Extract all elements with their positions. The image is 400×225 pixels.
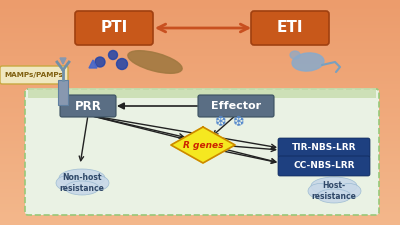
Ellipse shape [337, 184, 361, 198]
Bar [28, 88, 376, 98]
Text: ❆: ❆ [232, 115, 244, 129]
Ellipse shape [59, 169, 105, 187]
Ellipse shape [317, 189, 351, 203]
Bar [58, 80, 68, 105]
Ellipse shape [308, 184, 332, 198]
FancyBboxPatch shape [198, 95, 274, 117]
FancyBboxPatch shape [25, 89, 379, 215]
Text: PRR: PRR [74, 99, 102, 112]
Text: Effector: Effector [211, 101, 261, 111]
Ellipse shape [311, 177, 357, 195]
Ellipse shape [292, 53, 324, 71]
Circle shape [116, 58, 128, 70]
FancyBboxPatch shape [60, 95, 116, 117]
Ellipse shape [56, 176, 80, 191]
Ellipse shape [85, 176, 109, 191]
Text: Non-host
resistance: Non-host resistance [60, 173, 104, 193]
Circle shape [108, 50, 118, 59]
FancyBboxPatch shape [75, 11, 153, 45]
FancyBboxPatch shape [278, 156, 370, 176]
Text: R genes: R genes [183, 140, 223, 149]
Text: Host-
resistance: Host- resistance [312, 181, 356, 201]
Polygon shape [60, 58, 66, 64]
Text: MAMPs/PAMPs: MAMPs/PAMPs [4, 72, 64, 78]
Polygon shape [171, 127, 235, 163]
Ellipse shape [290, 51, 300, 59]
FancyBboxPatch shape [0, 66, 68, 84]
Text: ❆: ❆ [214, 115, 226, 129]
Polygon shape [89, 60, 97, 68]
Text: TIR-NBS-LRR: TIR-NBS-LRR [292, 144, 356, 153]
Circle shape [95, 57, 105, 67]
Text: ETI: ETI [277, 20, 303, 36]
FancyBboxPatch shape [278, 138, 370, 158]
Ellipse shape [65, 181, 99, 195]
Ellipse shape [128, 51, 182, 73]
Text: CC-NBS-LRR: CC-NBS-LRR [293, 162, 355, 171]
FancyBboxPatch shape [251, 11, 329, 45]
Text: PTI: PTI [100, 20, 128, 36]
